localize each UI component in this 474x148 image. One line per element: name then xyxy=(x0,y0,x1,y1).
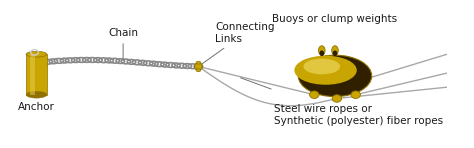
Text: Connecting
Links: Connecting Links xyxy=(201,22,275,65)
Ellipse shape xyxy=(195,63,202,70)
Ellipse shape xyxy=(319,46,325,55)
FancyBboxPatch shape xyxy=(26,54,47,95)
Ellipse shape xyxy=(196,69,201,72)
Ellipse shape xyxy=(26,91,47,98)
Text: Anchor: Anchor xyxy=(18,102,55,112)
Text: Buoys or clump weights: Buoys or clump weights xyxy=(273,14,398,24)
Text: Chain: Chain xyxy=(108,28,138,60)
Ellipse shape xyxy=(332,46,338,55)
Ellipse shape xyxy=(319,50,324,56)
Ellipse shape xyxy=(294,56,357,85)
Ellipse shape xyxy=(303,59,340,74)
Ellipse shape xyxy=(26,51,47,57)
Text: Steel wire ropes or
Synthetic (polyester) fiber ropes: Steel wire ropes or Synthetic (polyester… xyxy=(274,104,443,126)
Ellipse shape xyxy=(332,95,342,102)
Ellipse shape xyxy=(196,61,201,64)
Ellipse shape xyxy=(351,91,360,98)
Ellipse shape xyxy=(310,91,319,98)
Ellipse shape xyxy=(298,55,372,97)
FancyBboxPatch shape xyxy=(30,54,35,95)
Ellipse shape xyxy=(333,50,337,56)
